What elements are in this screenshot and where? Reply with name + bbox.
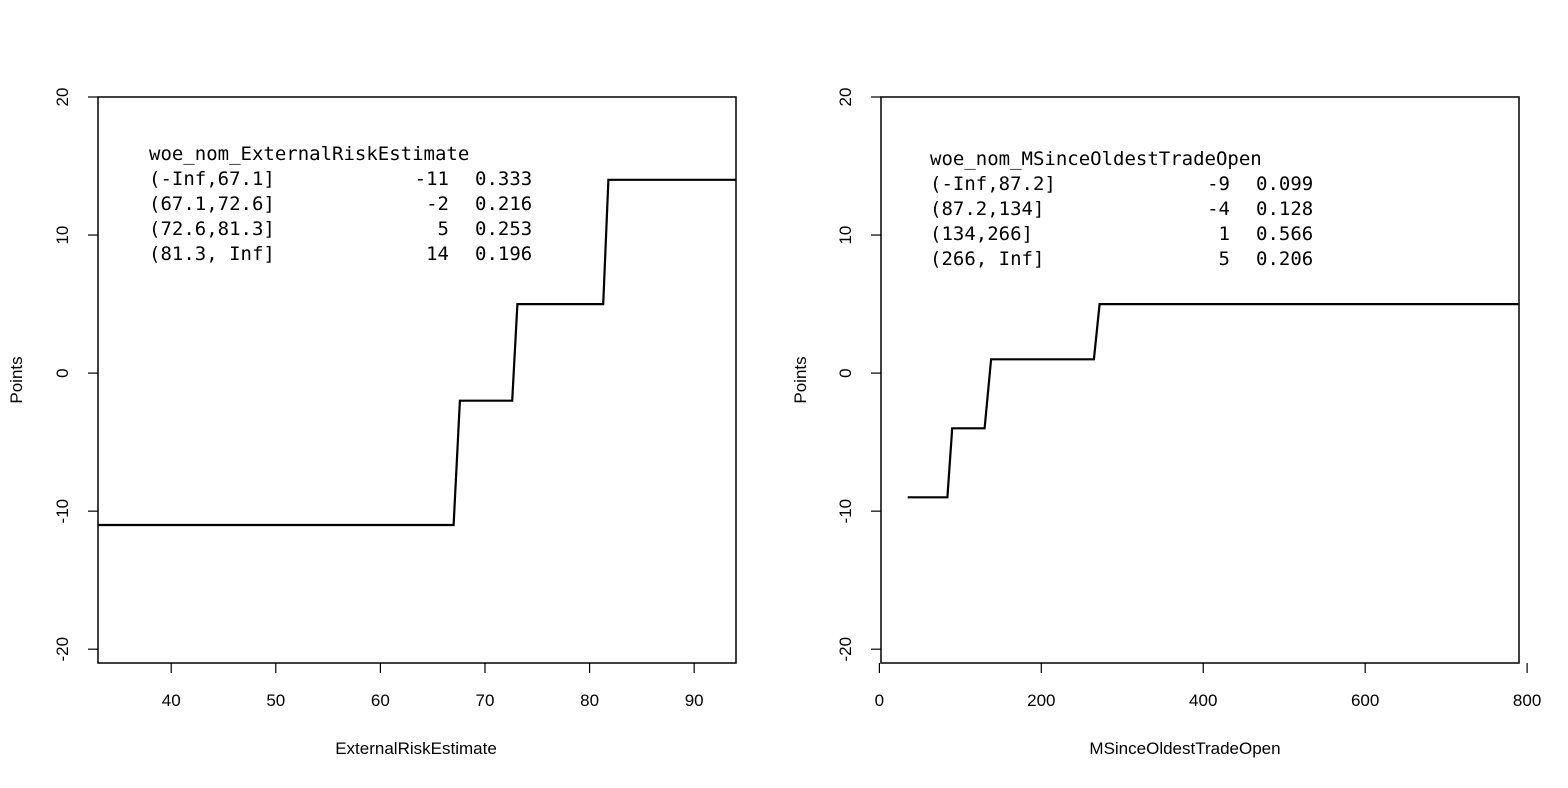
legend-points: 5 [438, 218, 449, 240]
legend-share: 0.196 [475, 243, 532, 265]
legend-points: -9 [1207, 173, 1230, 195]
y-tick-label: -10 [53, 499, 72, 524]
y-tick-label: 20 [836, 88, 855, 107]
x-axis-label: ExternalRiskEstimate [335, 739, 497, 758]
x-tick-label: 600 [1351, 691, 1379, 710]
legend-row: (-Inf,67.1] -11 0.333 [149, 168, 532, 190]
y-tick-label: 10 [836, 226, 855, 245]
legend-bin: (81.3, Inf] [149, 243, 275, 265]
legend: woe_nom_ExternalRiskEstimate (-Inf,67.1] -… [149, 143, 532, 265]
legend-row: (72.6,81.3] 5 0.253 [149, 218, 532, 240]
y-tick-label: 0 [53, 368, 72, 377]
x-tick-label: 400 [1189, 691, 1217, 710]
legend-points: -2 [426, 193, 449, 215]
y-tick-label: 0 [836, 368, 855, 377]
legend-share: 0.333 [475, 168, 532, 190]
legend-row: (67.1,72.6] -2 0.216 [149, 193, 532, 215]
legend-points: -11 [415, 168, 449, 190]
legend-share: 0.128 [1256, 198, 1313, 220]
x-tick-label: 90 [685, 691, 704, 710]
chart-panel-2: 0 200 400 600 800 -20 -10 0 10 20 MSinceOldestTrad… [791, 88, 1541, 758]
legend-row: (87.2,134] -4 0.128 [930, 198, 1313, 220]
legend-bin: (266, Inf] [930, 248, 1044, 270]
legend-bin: (-Inf,87.2] [930, 173, 1056, 195]
y-tick-label: -20 [836, 637, 855, 662]
x-axis-label: MSinceOldestTradeOpen [1089, 739, 1280, 758]
x-tick-label: 200 [1027, 691, 1055, 710]
legend-points: 1 [1219, 223, 1230, 245]
chart-panel-1: 40 50 60 70 80 90 -20 -10 0 10 20 ExternalRiskEstim… [7, 88, 737, 758]
y-axis-label: Points [791, 356, 810, 403]
x-tick-label: 80 [580, 691, 599, 710]
y-tick-label: -10 [836, 499, 855, 524]
legend-row: (81.3, Inf] 14 0.196 [149, 243, 532, 265]
legend-points: 5 [1219, 248, 1230, 270]
y-tick-label: -20 [53, 637, 72, 662]
legend-row: (-Inf,87.2] -9 0.099 [930, 173, 1313, 195]
legend-title: woe_nom_MSinceOldestTradeOpen [930, 148, 1262, 170]
x-tick-label: 40 [162, 691, 181, 710]
legend-share: 0.566 [1256, 223, 1313, 245]
legend-share: 0.253 [475, 218, 532, 240]
legend-title: woe_nom_ExternalRiskEstimate [149, 143, 469, 165]
x-tick-label: 60 [371, 691, 390, 710]
y-axis-label: Points [7, 356, 26, 403]
legend: woe_nom_MSinceOldestTradeOpen (-Inf,87.2]… [930, 148, 1313, 270]
y-tick-label: 20 [53, 88, 72, 107]
legend-row: (266, Inf] 5 0.206 [930, 248, 1313, 270]
x-tick-label: 50 [266, 691, 285, 710]
legend-share: 0.216 [475, 193, 532, 215]
y-tick-label: 10 [53, 226, 72, 245]
legend-bin: (72.6,81.3] [149, 218, 275, 240]
x-tick-label: 0 [875, 691, 884, 710]
legend-bin: (134,266] [930, 223, 1033, 245]
x-tick-label: 70 [476, 691, 495, 710]
legend-points: -4 [1207, 198, 1230, 220]
series-line [98, 178, 736, 527]
legend-share: 0.099 [1256, 173, 1313, 195]
plot-frame [97, 96, 737, 664]
legend-bin: (-Inf,67.1] [149, 168, 275, 190]
legend-row: (134,266] 1 0.566 [930, 223, 1313, 245]
legend-bin: (87.2,134] [930, 198, 1044, 220]
legend-share: 0.206 [1256, 248, 1313, 270]
plot-frame [880, 96, 1520, 664]
legend-bin: (67.1,72.6] [149, 193, 275, 215]
series-line [907, 303, 1519, 499]
x-tick-label: 800 [1513, 691, 1541, 710]
legend-points: 14 [426, 243, 449, 265]
